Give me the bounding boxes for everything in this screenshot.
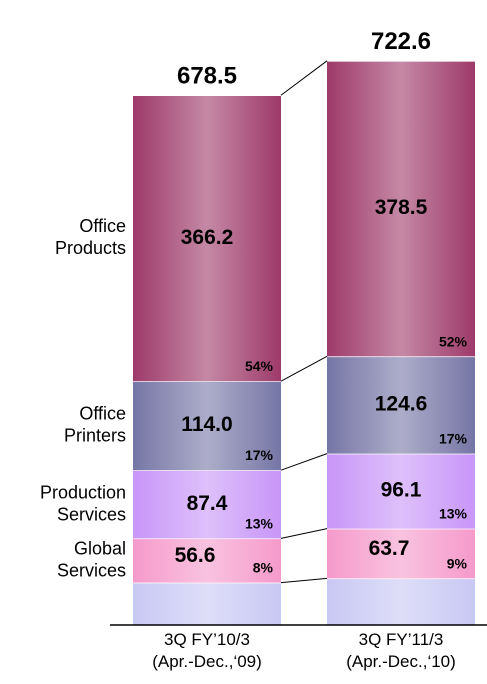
series-label-line: Products <box>55 238 126 258</box>
share-label: 52% <box>439 333 468 349</box>
value-label: 63.7 <box>369 537 410 560</box>
bar-shine <box>327 453 475 529</box>
value-label: 124.6 <box>375 393 428 416</box>
value-label: 96.1 <box>381 479 422 502</box>
x-tick-label-line: (Apr.-Dec.,‘10) <box>346 652 456 671</box>
bar-shine <box>133 95 281 382</box>
connector <box>280 528 328 539</box>
share-unit: % <box>261 559 274 575</box>
x-tick-label-line: (Apr.-Dec.,‘09) <box>152 652 262 671</box>
value-label: 378.5 <box>375 196 428 219</box>
value-label: 87.4 <box>187 492 228 515</box>
bar-shine <box>133 538 281 583</box>
bar-shine <box>133 582 281 625</box>
share-unit: % <box>455 430 468 446</box>
connector <box>280 453 328 471</box>
series-label-line: Printers <box>64 425 126 445</box>
bar-shine <box>327 60 475 357</box>
series-label-line: Global <box>74 538 126 558</box>
value-label: 56.6 <box>175 544 216 567</box>
share-number: 9 <box>447 555 455 571</box>
value-label: 366.2 <box>181 226 234 249</box>
share-number: 13 <box>439 505 455 521</box>
series-label: Global Services <box>57 538 126 580</box>
connector <box>280 60 328 96</box>
bar-shine <box>133 470 281 539</box>
connector <box>280 577 328 584</box>
share-unit: % <box>261 358 274 374</box>
value-label: 114.0 <box>181 413 232 436</box>
share-unit: % <box>455 333 468 349</box>
x-tick-label: 3Q FY’11/3 (Apr.-Dec.,‘10) <box>346 630 456 671</box>
x-tick-label-line: 3Q FY’10/3 <box>164 630 250 649</box>
share-label: 8% <box>253 559 274 575</box>
bar-shine <box>327 356 475 454</box>
x-tick-label: 3Q FY’10/3 (Apr.-Dec.,‘09) <box>152 630 262 671</box>
series-label-line: Services <box>57 504 126 524</box>
share-label: 13% <box>245 515 274 531</box>
bar-shine <box>327 578 475 625</box>
share-label: 17% <box>439 430 468 446</box>
share-number: 13 <box>245 515 261 531</box>
share-label: 54% <box>245 358 274 374</box>
share-number: 54 <box>245 358 261 374</box>
share-number: 8 <box>253 559 261 575</box>
share-unit: % <box>455 505 468 521</box>
series-label-line: Office <box>79 216 126 236</box>
share-unit: % <box>261 447 274 463</box>
series-label-line: Office <box>79 403 126 423</box>
series-label-line: Services <box>57 560 126 580</box>
share-unit: % <box>455 555 468 571</box>
total-label: 678.5 <box>177 63 237 90</box>
share-label: 13% <box>439 505 468 521</box>
share-number: 52 <box>439 333 455 349</box>
total-label: 722.6 <box>371 28 431 55</box>
share-label: 17% <box>245 447 274 463</box>
share-label: 9% <box>447 555 468 571</box>
connector <box>280 355 328 382</box>
series-label: Office Products <box>55 216 126 258</box>
bar-shine <box>327 528 475 579</box>
bar-shine <box>133 381 281 471</box>
series-label-line: Production <box>40 482 126 502</box>
share-number: 17 <box>245 447 261 463</box>
share-number: 17 <box>439 430 455 446</box>
x-tick-label-line: 3Q FY’11/3 <box>359 630 444 649</box>
series-label: Production Services <box>40 482 126 524</box>
share-unit: % <box>261 515 274 531</box>
series-label: Office Printers <box>64 403 126 445</box>
